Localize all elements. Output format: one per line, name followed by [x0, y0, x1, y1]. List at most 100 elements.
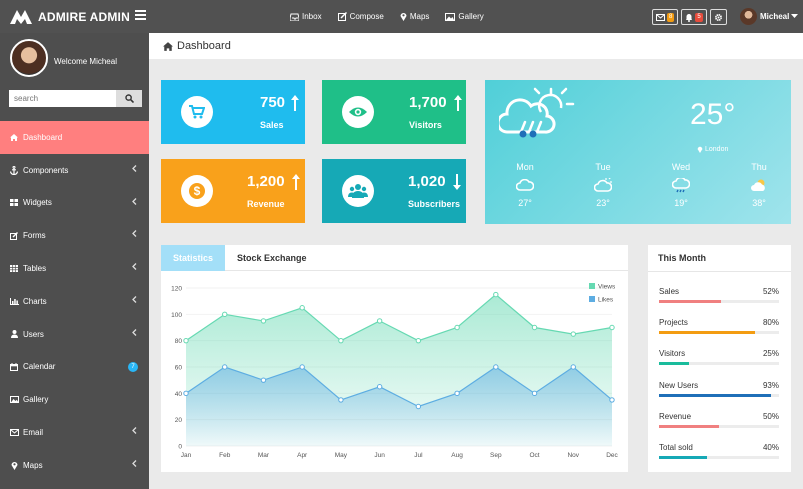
progress-row: Visitors 25%	[659, 349, 779, 366]
chevron-left-icon	[132, 230, 137, 238]
chevron-left-icon	[132, 263, 137, 271]
current-temp: 25°	[690, 98, 736, 131]
data-point-views	[531, 324, 538, 331]
sidebar-item-gallery[interactable]: Gallery	[0, 383, 149, 416]
sidebar-item-label: Tables	[23, 264, 47, 274]
table-icon	[10, 265, 18, 273]
nav-maps[interactable]: Maps	[400, 12, 430, 21]
progress-value: 80%	[762, 318, 779, 328]
calendar-icon	[10, 362, 18, 371]
cloud-icon	[516, 179, 534, 191]
x-tick-label: Oct	[529, 452, 539, 459]
sales-value: 750	[260, 94, 286, 111]
forecast-day: Wed 19°	[658, 162, 704, 208]
subscribers-label: Subscribers	[408, 199, 461, 209]
visitors-label: Visitors	[409, 120, 442, 130]
weather-widget: 25° London Mon 27° Tue 23° Wed 19° Thu 3…	[485, 80, 791, 224]
progress-fill	[659, 393, 771, 397]
sun-cloud-icon	[594, 178, 612, 192]
arrow-down-icon	[453, 174, 461, 190]
grid-icon	[10, 199, 18, 207]
stat-card-visitors[interactable]: 1,700 Visitors	[322, 80, 466, 144]
sidebar-item-dashboard[interactable]: Dashboard	[0, 121, 149, 154]
nav-gallery-label: Gallery	[458, 12, 484, 21]
stat-card-sales[interactable]: 750 Sales	[161, 80, 305, 144]
progress-row: Revenue 50%	[659, 412, 779, 428]
y-tick-label: 40	[175, 391, 183, 398]
messages-button[interactable]: 8	[652, 9, 679, 25]
arrow-up-icon	[454, 95, 462, 111]
sidebar-item-email[interactable]: Email	[0, 416, 149, 449]
sidebar-item-tables[interactable]: Tables	[0, 252, 149, 285]
this-month-title: This Month	[648, 245, 791, 272]
legend-swatch-views	[589, 283, 595, 289]
progress-row: Total sold 40%	[659, 443, 779, 459]
data-point-likes	[260, 377, 267, 383]
x-tick-label: Nov	[567, 452, 579, 459]
progress-fill	[659, 424, 719, 428]
subscribers-value: 1,020	[408, 173, 446, 190]
anchor-icon	[10, 165, 18, 175]
x-tick-label: Sep	[490, 452, 502, 459]
sidebar-item-maps[interactable]: Maps	[0, 449, 149, 482]
this-month-panel: This Month Sales 52% Projects 80% Visitors 25…	[648, 245, 791, 472]
gallery-icon	[445, 12, 456, 21]
user-menu[interactable]: Micheal	[740, 8, 799, 25]
series-line-views	[185, 293, 613, 342]
progress-row: New Users 93%	[659, 381, 779, 397]
sidebar-item-calendar[interactable]: Calendar 7	[0, 351, 149, 384]
map-marker-icon	[400, 13, 407, 21]
sidebar-item-users[interactable]: Users	[0, 318, 149, 351]
sidebar-item-forms[interactable]: Forms	[0, 219, 149, 252]
brand[interactable]: ADMIRE ADMIN	[10, 0, 130, 33]
progress-label: Visitors	[659, 349, 686, 359]
forecast-day: Thu 38°	[736, 162, 782, 208]
data-point-views	[415, 337, 422, 344]
sun-rain-cloud-icon	[499, 87, 575, 138]
notifications-badge: 5	[695, 12, 703, 22]
stat-card-revenue[interactable]: $ 1,200 Revenue	[161, 159, 305, 223]
nav-compose[interactable]: Compose	[337, 12, 384, 21]
tab-stock-exchange[interactable]: Stock Exchange	[237, 253, 307, 263]
search-button[interactable]	[116, 90, 142, 107]
sidebar-item-widgets[interactable]: Widgets	[0, 187, 149, 220]
settings-button[interactable]	[709, 9, 727, 25]
progress-row: Sales 52%	[659, 287, 779, 303]
user-icon	[10, 330, 18, 339]
data-point-views	[493, 291, 499, 298]
progress-fill	[659, 362, 689, 366]
series-area-likes	[186, 367, 612, 446]
nav-maps-label: Maps	[409, 12, 430, 21]
sidebar-item-components[interactable]: Components	[0, 154, 149, 187]
search-input[interactable]	[9, 90, 116, 107]
legend-swatch-likes	[589, 296, 595, 302]
tab-statistics[interactable]: Statistics	[161, 245, 226, 271]
chevron-left-icon	[132, 296, 137, 303]
profile-avatar[interactable]	[10, 39, 48, 77]
forecast-temp: 38°	[752, 198, 766, 208]
progress-value: 40%	[762, 443, 779, 452]
statistics-panel: Statistics Stock Exchange 0 20 40 60 80 100 12…	[161, 245, 628, 472]
sidebar: Welcome Micheal Dashboard Components Wid…	[0, 33, 149, 489]
legend-label-views: Views	[598, 284, 616, 291]
x-tick-label: Aug	[451, 452, 463, 459]
progress-track	[659, 424, 779, 428]
top-actions: 8 5	[652, 9, 730, 25]
nav-gallery[interactable]: Gallery	[445, 12, 484, 21]
data-point-likes	[415, 403, 422, 410]
nav-inbox[interactable]: Inbox	[290, 12, 322, 21]
data-point-likes	[222, 364, 228, 370]
sidebar-item-label: Forms	[23, 231, 46, 241]
menu-toggle-icon[interactable]	[135, 10, 146, 22]
x-tick-label: Dec	[606, 452, 618, 459]
forecast-day-name: Thu	[751, 162, 767, 172]
progress-label: Total sold	[659, 443, 693, 452]
sidebar-item-charts[interactable]: Charts	[0, 285, 149, 318]
data-point-views	[454, 324, 460, 331]
data-point-views	[183, 337, 189, 344]
sidebar-item-label: Dashboard	[23, 132, 63, 142]
stat-card-subscribers[interactable]: 1,020 Subscribers	[322, 159, 466, 223]
top-nav: Inbox Compose Maps Gallery	[290, 0, 500, 33]
compose-icon	[337, 12, 347, 21]
notifications-button[interactable]: 5	[681, 9, 707, 25]
